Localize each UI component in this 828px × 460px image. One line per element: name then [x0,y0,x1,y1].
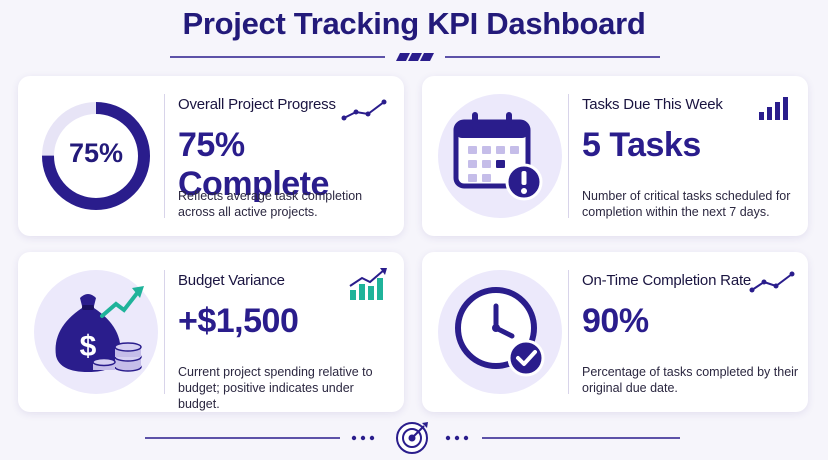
kpi-label: Tasks Due This Week [582,96,723,113]
kpi-value: +$1,500 [178,302,299,340]
progress-ring-icon: 75% [32,92,160,220]
growth-bars-icon [349,268,387,300]
kpi-label: Overall Project Progress [178,96,336,113]
kpi-card-overall-progress[interactable]: 75% Overall Project Progress 75% Complet… [18,76,404,236]
bar-chart-icon [759,97,788,120]
trend-line-icon [341,99,387,121]
kpi-card-tasks-due[interactable]: Tasks Due This Week 5 Tasks Number of cr… [422,76,808,236]
kpi-description: Percentage of tasks completed by their o… [582,365,799,395]
calendar-alert-icon [436,92,564,220]
kpi-description: Current project spending relative to bud… [178,365,373,411]
card-divider [164,94,165,218]
card-divider [568,94,569,218]
clock-check-icon [436,268,564,396]
kpi-description: Reflects average task completion across … [178,189,363,219]
kpi-card-budget-variance[interactable]: $ Budget Variance +$1,500 Current projec… [18,252,404,412]
kpi-card-on-time-rate[interactable]: On-Time Completion Rate 90% Percentage o… [422,252,808,412]
kpi-label: Budget Variance [178,272,285,289]
progress-ring-value: 75% [68,138,124,168]
trend-line-icon [749,271,795,293]
kpi-value: 75% Complete [178,126,329,203]
kpi-description: Number of critical tasks scheduled for c… [582,189,791,219]
kpi-value: 90% [582,302,649,340]
svg-text:$: $ [80,330,97,363]
card-divider [164,270,165,394]
title-divider [170,53,660,61]
card-divider [568,270,569,394]
target-icon [396,422,428,454]
kpi-value: 5 Tasks [582,126,701,164]
footer-divider [145,422,680,454]
money-bag-icon: $ [32,268,160,396]
kpi-label: On-Time Completion Rate [582,272,752,289]
dashboard-title: Project Tracking KPI Dashboard [182,6,646,41]
